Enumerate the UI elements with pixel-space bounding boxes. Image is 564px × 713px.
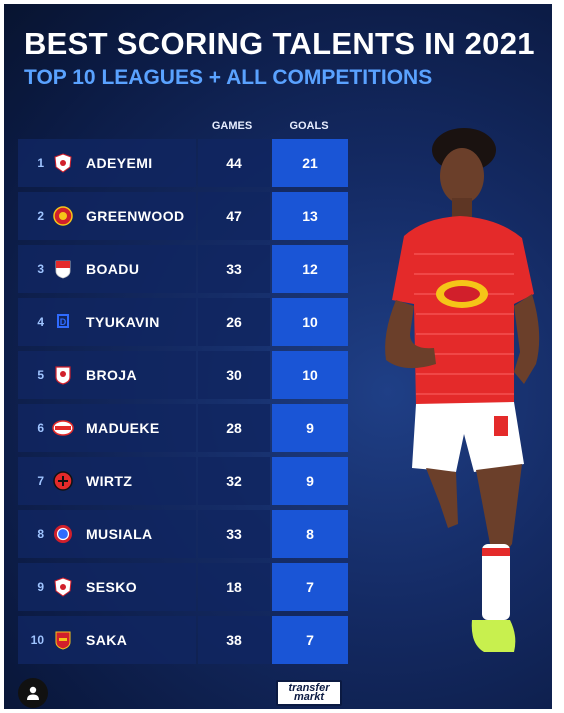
logo-line2: markt	[294, 691, 324, 703]
rank-number: 8	[37, 527, 44, 541]
player-cell: 1 ADEYEMI	[18, 139, 196, 187]
rank-number: 6	[37, 421, 44, 435]
goals-value: 7	[272, 616, 348, 664]
player-name: GREENWOOD	[86, 208, 185, 224]
rank-number: 1	[37, 156, 44, 170]
arsenal-crest-icon	[52, 629, 74, 651]
dynamo-moscow-crest-icon: D	[52, 311, 74, 333]
rank-number: 4	[37, 315, 44, 329]
player-name: MADUEKE	[86, 420, 160, 436]
player-cell: 9 SESKO	[18, 563, 196, 611]
table-row: 7 WIRTZ 32 9	[18, 457, 348, 505]
table-row: 4 D TYUKAVIN 26 10	[18, 298, 348, 346]
bayern-crest-icon	[52, 523, 74, 545]
games-value: 33	[198, 245, 270, 293]
goals-value: 10	[272, 298, 348, 346]
player-cell: 3 BOADU	[18, 245, 196, 293]
goals-value: 8	[272, 510, 348, 558]
player-cell: 10 SAKA	[18, 616, 196, 664]
rank-number: 9	[37, 580, 44, 594]
page-subtitle: TOP 10 LEAGUES + ALL COMPETITIONS	[24, 66, 433, 89]
player-cell: 7 WIRTZ	[18, 457, 196, 505]
games-value: 18	[198, 563, 270, 611]
table-row: 3 BOADU 33 12	[18, 245, 348, 293]
player-name: TYUKAVIN	[86, 314, 160, 330]
manchester-united-crest-icon	[52, 205, 74, 227]
table-row: 8 MUSIALA 33 8	[18, 510, 348, 558]
page-title: BEST SCORING TALENTS IN 2021	[24, 26, 535, 61]
player-cell: 4 D TYUKAVIN	[18, 298, 196, 346]
player-name: SESKO	[86, 579, 138, 595]
infographic-card: BEST SCORING TALENTS IN 2021 TOP 10 LEAG…	[4, 4, 552, 709]
goals-value: 12	[272, 245, 348, 293]
table-row: 10 SAKA 38 7	[18, 616, 348, 664]
rank-number: 2	[37, 209, 44, 223]
red-bull-salzburg-crest-icon	[52, 152, 74, 174]
rank-number: 7	[37, 474, 44, 488]
table-row: 1 ADEYEMI 44 21	[18, 139, 348, 187]
logo-line1: transfer	[288, 682, 330, 694]
player-cell: 8 MUSIALA	[18, 510, 196, 558]
games-column-header: GAMES	[211, 120, 253, 132]
goals-column-header: GOALS	[289, 120, 329, 132]
svg-text:D: D	[60, 317, 67, 327]
goals-value: 7	[272, 563, 348, 611]
goals-value: 9	[272, 404, 348, 452]
account-avatar-icon[interactable]	[18, 678, 48, 708]
psv-crest-icon	[52, 417, 74, 439]
user-icon	[27, 686, 39, 700]
table-row: 6 MADUEKE 28 9	[18, 404, 348, 452]
goals-value: 9	[272, 457, 348, 505]
player-name: WIRTZ	[86, 473, 133, 489]
games-value: 47	[198, 192, 270, 240]
goals-value: 13	[272, 192, 348, 240]
rank-number: 5	[37, 368, 44, 382]
table-row: 9 SESKO 18 7	[18, 563, 348, 611]
player-cell: 5 BROJA	[18, 351, 196, 399]
player-name: SAKA	[86, 632, 128, 648]
red-bull-salzburg-crest-icon	[52, 576, 74, 598]
player-name: BROJA	[86, 367, 138, 383]
player-name: MUSIALA	[86, 526, 153, 542]
games-value: 38	[198, 616, 270, 664]
player-name: BOADU	[86, 261, 140, 277]
games-value: 26	[198, 298, 270, 346]
games-value: 32	[198, 457, 270, 505]
games-value: 33	[198, 510, 270, 558]
games-value: 44	[198, 139, 270, 187]
goals-value: 21	[272, 139, 348, 187]
ranking-table: 1 ADEYEMI 44 21 2 GREENWOOD 47 13 3 BOADU 33 12 4 D TY…	[18, 139, 348, 669]
rank-number: 10	[30, 633, 44, 647]
player-cell: 6 MADUEKE	[18, 404, 196, 452]
goals-value: 10	[272, 351, 348, 399]
transfermarkt-logo: transfer markt	[276, 680, 342, 706]
player-name: ADEYEMI	[86, 155, 153, 171]
player-cell: 2 GREENWOOD	[18, 192, 196, 240]
monaco-crest-icon	[52, 258, 74, 280]
player-figure	[385, 128, 540, 652]
games-value: 28	[198, 404, 270, 452]
table-row: 5 BROJA 30 10	[18, 351, 348, 399]
table-row: 2 GREENWOOD 47 13	[18, 192, 348, 240]
southampton-crest-icon	[52, 364, 74, 386]
games-value: 30	[198, 351, 270, 399]
leverkusen-crest-icon	[52, 470, 74, 492]
rank-number: 3	[37, 262, 44, 276]
